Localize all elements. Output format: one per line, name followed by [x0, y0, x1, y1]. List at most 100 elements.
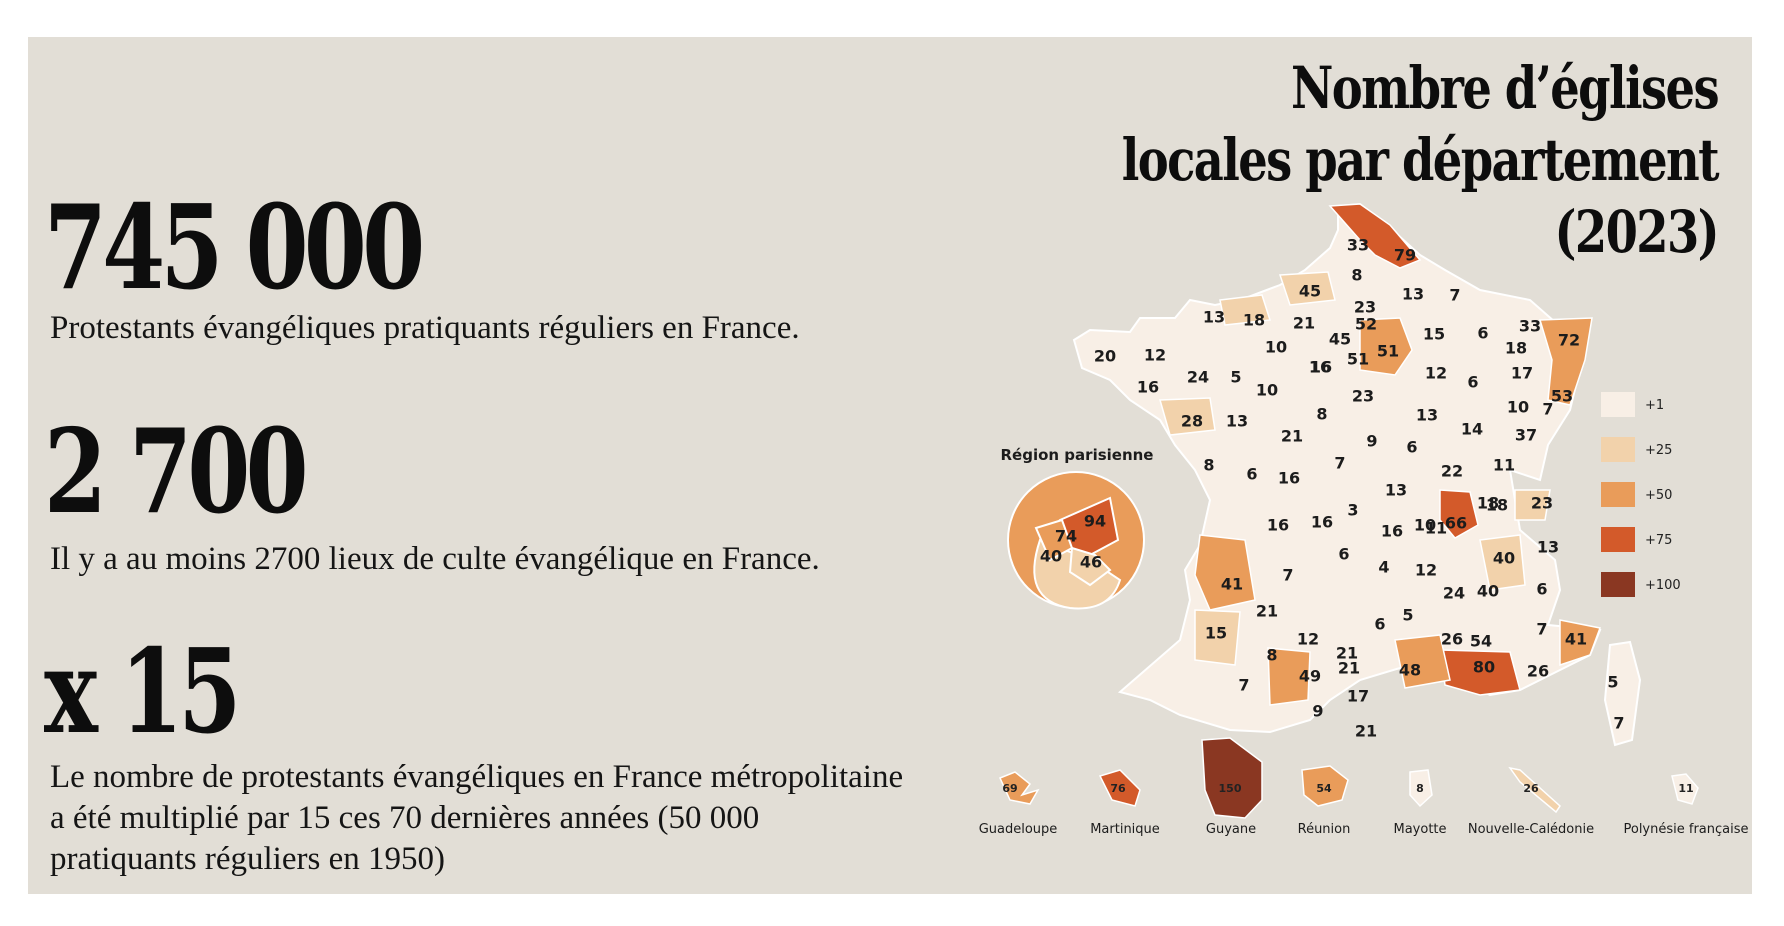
department-value: 6: [1246, 465, 1257, 484]
department-value: 24: [1443, 584, 1465, 603]
legend-swatch: [1601, 572, 1635, 597]
department-value: 16: [1310, 358, 1332, 377]
department-value: 21: [1293, 314, 1315, 333]
department-value: 12: [1297, 630, 1319, 649]
department-value: 51: [1347, 350, 1369, 369]
department-value: 12: [1144, 346, 1166, 365]
stat-caption-places: Il y a au moins 2700 lieux de culte évan…: [50, 541, 820, 577]
department-value: 26: [1527, 662, 1549, 681]
department-value: 66: [1445, 514, 1467, 533]
department-value: 5: [1402, 606, 1413, 625]
department-value: 10: [1507, 398, 1529, 417]
region-parisienne-value-40: 40: [1040, 547, 1062, 566]
overseas-name: Martinique: [1090, 822, 1160, 837]
department-value: 15: [1423, 325, 1445, 344]
overseas-shape: [1508, 766, 1561, 814]
department-value: 13: [1385, 481, 1407, 500]
department-value: 17: [1511, 364, 1533, 383]
corsica-shape: [1603, 640, 1642, 747]
department-value: 18: [1505, 339, 1527, 358]
department-value: 6: [1374, 615, 1385, 634]
region-parisienne-value-46: 46: [1080, 553, 1102, 572]
department-value: 7: [1334, 454, 1345, 473]
department-value: 41: [1221, 575, 1243, 594]
department-value: 5: [1230, 368, 1241, 387]
map-title: Nombre d’églises locales par département…: [1121, 54, 1720, 266]
department-value: 33: [1347, 236, 1369, 255]
department-value: 20: [1094, 347, 1116, 366]
department-value: 49: [1299, 667, 1321, 686]
department-value: 21: [1256, 602, 1278, 621]
department-value: 15: [1205, 624, 1227, 643]
stat-value-multiplier: x 15: [44, 624, 241, 760]
department-value: 33: [1519, 317, 1541, 336]
department-value: 10: [1265, 338, 1287, 357]
department-value: 6: [1477, 324, 1488, 343]
legend-label: +50: [1645, 488, 1672, 503]
department-value: 51: [1377, 342, 1399, 361]
department-value: 7: [1449, 286, 1460, 305]
department-value: 17: [1347, 687, 1369, 706]
department-value: 16: [1137, 378, 1159, 397]
overseas-name: Nouvelle-Calédonie: [1468, 822, 1594, 837]
region-parisienne-title: Région parisienne: [1001, 446, 1154, 464]
department-value: 11: [1493, 456, 1515, 475]
department-value: 45: [1329, 330, 1351, 349]
department-value: 24: [1187, 368, 1209, 387]
overseas-territories: 69 Guadeloupe 76 Martinique 150 Guyane 54 Réuni…: [979, 737, 1749, 837]
department-value: 13: [1416, 406, 1438, 425]
overseas-value: 26: [1523, 782, 1539, 795]
department-value: 16: [1309, 358, 1331, 377]
department-value: 13: [1226, 412, 1248, 431]
department-value: 12: [1415, 561, 1437, 580]
department-value: 12: [1425, 364, 1447, 383]
overseas-value: 8: [1416, 782, 1424, 795]
legend-swatch: [1601, 437, 1635, 462]
stat-value-practitioners: 745 000: [44, 180, 425, 316]
stat-caption-practitioners: Protestants évangéliques pratiquants rég…: [50, 310, 800, 346]
dept-fill-isere: [1479, 534, 1526, 591]
department-value: 41: [1565, 630, 1587, 649]
department-value: 6: [1467, 373, 1478, 392]
overseas-name: Guyane: [1206, 822, 1256, 837]
dept-fill-landes: [1194, 609, 1241, 666]
department-value: 16: [1278, 469, 1300, 488]
overseas-name: Polynésie française: [1623, 822, 1748, 837]
stat-value-places: 2 700: [44, 404, 309, 540]
department-value: 37: [1515, 426, 1537, 445]
department-value: 16: [1311, 513, 1333, 532]
department-value: 8: [1266, 646, 1277, 665]
department-value: 21: [1338, 659, 1360, 678]
department-value: 13: [1203, 308, 1225, 327]
department-value: 45: [1299, 282, 1321, 301]
department-value: 53: [1551, 387, 1573, 406]
overseas-name: Réunion: [1298, 822, 1351, 837]
overseas-name: Mayotte: [1393, 822, 1446, 837]
legend-swatch: [1601, 527, 1635, 552]
overseas-shape: [1301, 765, 1349, 807]
overseas-shape: [1671, 773, 1699, 805]
department-value: 8: [1316, 405, 1327, 424]
department-value: 23: [1354, 298, 1376, 317]
dept-fill-alsace: [1539, 317, 1593, 406]
department-value: 23: [1352, 387, 1374, 406]
department-value: 7: [1536, 620, 1547, 639]
overseas-shape: [1409, 769, 1433, 808]
legend-label: +1: [1645, 398, 1664, 413]
overseas-value: 76: [1110, 782, 1126, 795]
department-value: 10: [1414, 516, 1436, 535]
dept-fill-marne: [1359, 317, 1413, 376]
department-value: 48: [1399, 661, 1421, 680]
france-map: [1072, 202, 1642, 747]
stat-caption-multiplier: Le nombre de protestants évangéliques en…: [50, 759, 904, 877]
overseas-value: 69: [1002, 782, 1017, 795]
department-value: 7: [1613, 714, 1624, 733]
department-value: 21: [1355, 722, 1377, 741]
department-value: 8: [1351, 266, 1362, 285]
department-value: 10: [1256, 381, 1278, 400]
dept-fill-gironde: [1194, 534, 1256, 611]
overseas-value: 11: [1678, 782, 1693, 795]
dept-fill-alpes-maritimes: [1559, 619, 1602, 667]
